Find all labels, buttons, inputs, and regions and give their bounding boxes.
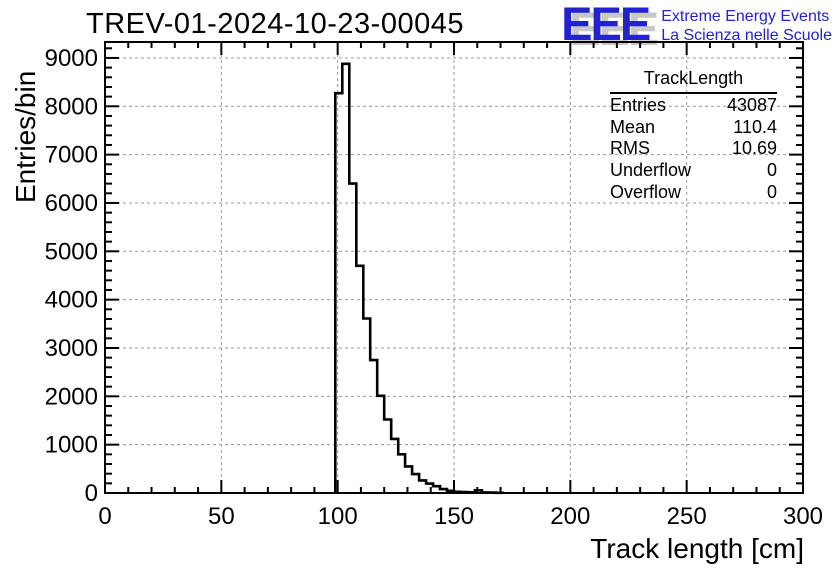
y-tick-label: 5000	[45, 238, 98, 265]
eee-logo-tagline-line2: La Scienza nelle Scuole	[661, 27, 832, 44]
y-tick-label: 1000	[45, 432, 98, 459]
y-tick-label: 8000	[45, 93, 98, 120]
x-tick-labels: 0 50 100 150 200 250 300	[98, 503, 823, 530]
eee-logo-tagline: Extreme Energy Events La Scienza nelle S…	[661, 4, 832, 45]
x-tick-label: 150	[434, 503, 474, 530]
stats-value: 10.69	[731, 138, 777, 159]
axis-ticks	[105, 42, 803, 493]
y-tick-label: 3000	[45, 335, 98, 362]
stats-label: Entries	[610, 95, 667, 116]
stats-box: TrackLength Entries 43087 Mean 110.4 RMS…	[610, 68, 777, 203]
stats-value: 110.4	[733, 116, 777, 137]
plot-title: TREV-01-2024-10-23-00045	[86, 8, 464, 40]
y-tick-label: 0	[85, 480, 98, 507]
x-tick-label: 50	[208, 503, 235, 530]
stats-row-rms: RMS 10.69	[610, 138, 777, 160]
eee-logo-acronym: EEE	[561, 0, 651, 50]
y-tick-labels: 0 1000 2000 3000 4000 5000 6000 7000 8000 9000	[45, 45, 98, 507]
eee-logo: EEE Extreme Energy Events La Scienza nel…	[561, 0, 832, 50]
stats-label: Underflow	[610, 160, 692, 181]
y-tick-label: 4000	[45, 287, 98, 314]
grid-lines	[105, 42, 803, 493]
stats-box-title: TrackLength	[610, 68, 777, 94]
y-tick-label: 7000	[45, 142, 98, 169]
stats-value: 43087	[726, 95, 777, 116]
histogram-line	[334, 62, 505, 495]
y-tick-label: 2000	[45, 383, 98, 410]
stats-label: RMS	[610, 138, 650, 159]
y-tick-label: 6000	[45, 190, 98, 217]
y-tick-label: 9000	[45, 45, 98, 72]
x-tick-label: 100	[318, 503, 358, 530]
stats-row-entries: Entries 43087	[610, 95, 777, 117]
x-tick-label: 300	[783, 503, 823, 530]
stats-value: 0	[766, 181, 777, 202]
stats-label: Overflow	[610, 181, 682, 202]
stats-row-underflow: Underflow 0	[610, 160, 777, 182]
y-axis-label: Entries/bin	[10, 70, 41, 203]
eee-logo-tagline-line1: Extreme Energy Events	[661, 8, 830, 25]
x-axis-label: Track length [cm]	[590, 533, 804, 564]
stats-row-overflow: Overflow 0	[610, 181, 777, 203]
stats-row-mean: Mean 110.4	[610, 117, 777, 139]
stats-label: Mean	[610, 116, 656, 137]
x-tick-label: 250	[667, 503, 707, 530]
x-tick-label: 0	[98, 503, 111, 530]
x-tick-label: 200	[550, 503, 590, 530]
stats-value: 0	[766, 160, 777, 181]
